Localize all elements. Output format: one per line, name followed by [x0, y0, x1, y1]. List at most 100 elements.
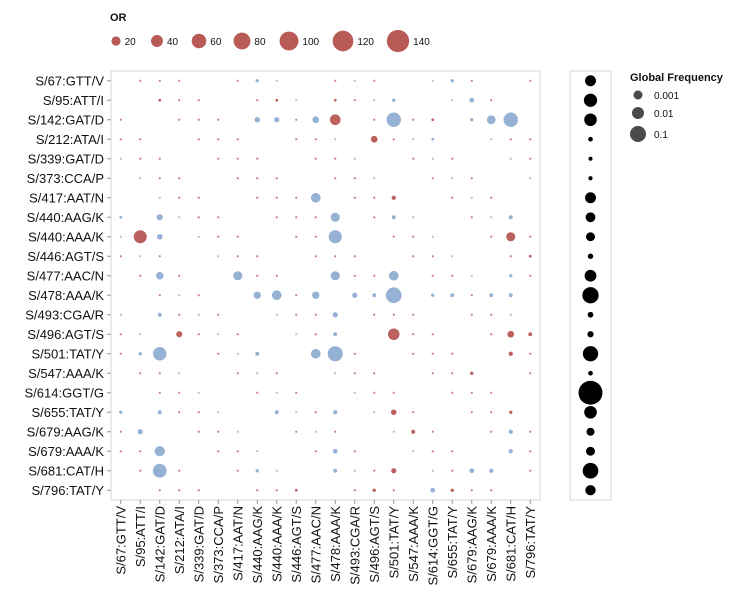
- grid-dot: [178, 216, 181, 219]
- grid-dot: [509, 313, 512, 316]
- y-tick-label: S/142:GAT/D: [28, 112, 104, 127]
- data-point: [385, 287, 402, 304]
- data-point: [509, 274, 513, 278]
- grid-dot: [412, 333, 415, 336]
- grid-dot: [373, 391, 376, 394]
- grid-dot: [119, 235, 122, 238]
- grid-dot: [431, 430, 434, 433]
- data-point: [489, 293, 494, 298]
- grid-dot: [119, 118, 122, 121]
- grid-dot: [158, 79, 161, 82]
- data-point: [332, 448, 338, 454]
- or-legend-label: 140: [413, 37, 430, 48]
- grid-dot: [431, 235, 434, 238]
- data-point: [391, 409, 397, 415]
- frequency-legend-swatch: [632, 107, 644, 119]
- grid-dot: [373, 411, 376, 414]
- grid-dot: [314, 430, 317, 433]
- or-legend-title: OR: [110, 12, 127, 24]
- grid-dot: [314, 313, 317, 316]
- x-tick-label: S/142:GAT/D: [152, 506, 167, 582]
- grid-dot: [392, 313, 395, 316]
- grid-dot: [256, 157, 259, 160]
- data-point: [312, 291, 320, 299]
- grid-dot: [217, 313, 220, 316]
- frequency-point: [585, 75, 596, 87]
- grid-dot: [451, 196, 454, 199]
- data-point: [486, 115, 496, 125]
- x-tick-label: S/493:CGA/R: [347, 506, 362, 585]
- grid-dot: [431, 255, 434, 258]
- grid-dot: [256, 177, 259, 180]
- grid-dot: [119, 157, 122, 160]
- grid-dot: [139, 79, 142, 82]
- grid-dot: [256, 255, 259, 258]
- grid-dot: [490, 333, 493, 336]
- or-legend-swatch: [191, 33, 207, 49]
- grid-dot: [119, 255, 122, 258]
- frequency-point: [584, 405, 597, 419]
- data-point: [157, 312, 162, 317]
- grid-dot: [412, 450, 415, 453]
- data-point: [274, 410, 279, 415]
- grid-dot: [295, 196, 298, 199]
- y-tick-label: S/212:ATA/I: [36, 132, 104, 147]
- grid-dot: [178, 177, 181, 180]
- data-point: [274, 117, 280, 123]
- grid-dot: [236, 469, 239, 472]
- grid-dot: [295, 235, 298, 238]
- grid-dot: [197, 294, 200, 297]
- y-tick-label: S/67:GTT/V: [35, 73, 104, 88]
- y-tick-label: S/478:AAA/K: [28, 288, 104, 303]
- grid-dot: [334, 177, 337, 180]
- data-point: [528, 332, 533, 337]
- grid-dot: [470, 196, 473, 199]
- frequency-point: [583, 93, 598, 107]
- grid-dot: [314, 255, 317, 258]
- grid-dot: [412, 255, 415, 258]
- x-tick-label: S/417:AAT/N: [230, 506, 245, 581]
- data-point: [310, 192, 321, 203]
- data-point: [431, 293, 435, 297]
- grid-dot: [217, 138, 220, 141]
- grid-dot: [197, 333, 200, 336]
- data-point: [431, 118, 435, 122]
- x-tick-label: S/679:AAG/K: [464, 506, 479, 584]
- grid-dot: [197, 118, 200, 121]
- data-point: [372, 293, 377, 298]
- data-point: [430, 487, 436, 493]
- data-point: [503, 112, 518, 127]
- grid-dot: [119, 352, 122, 355]
- grid-dot: [236, 372, 239, 375]
- grid-dot: [178, 489, 181, 492]
- grid-dot: [197, 99, 200, 102]
- frequency-point: [588, 370, 593, 376]
- data-point: [119, 410, 123, 414]
- grid-dot: [256, 391, 259, 394]
- y-tick-label: S/679:AAG/K: [27, 424, 105, 439]
- data-point: [255, 351, 260, 356]
- y-tick-label: S/501:TAT/Y: [32, 346, 105, 361]
- grid-dot: [139, 255, 142, 258]
- grid-dot: [217, 216, 220, 219]
- grid-dot: [470, 79, 473, 82]
- grid-dot: [197, 489, 200, 492]
- grid-dot: [373, 196, 376, 199]
- grid-dot: [197, 235, 200, 238]
- grid-dot: [470, 391, 473, 394]
- grid-dot: [392, 489, 395, 492]
- grid-dot: [470, 294, 473, 297]
- x-tick-label: S/373:CCA/P: [211, 506, 226, 583]
- grid-dot: [158, 157, 161, 160]
- grid-dot: [236, 333, 239, 336]
- grid-dot: [178, 274, 181, 277]
- data-point: [372, 488, 376, 492]
- grid-dot: [158, 489, 161, 492]
- grid-dot: [529, 469, 532, 472]
- grid-dot: [490, 313, 493, 316]
- data-point: [138, 352, 142, 356]
- data-point: [508, 293, 513, 298]
- plot-frame: [110, 70, 541, 501]
- data-point: [152, 463, 167, 478]
